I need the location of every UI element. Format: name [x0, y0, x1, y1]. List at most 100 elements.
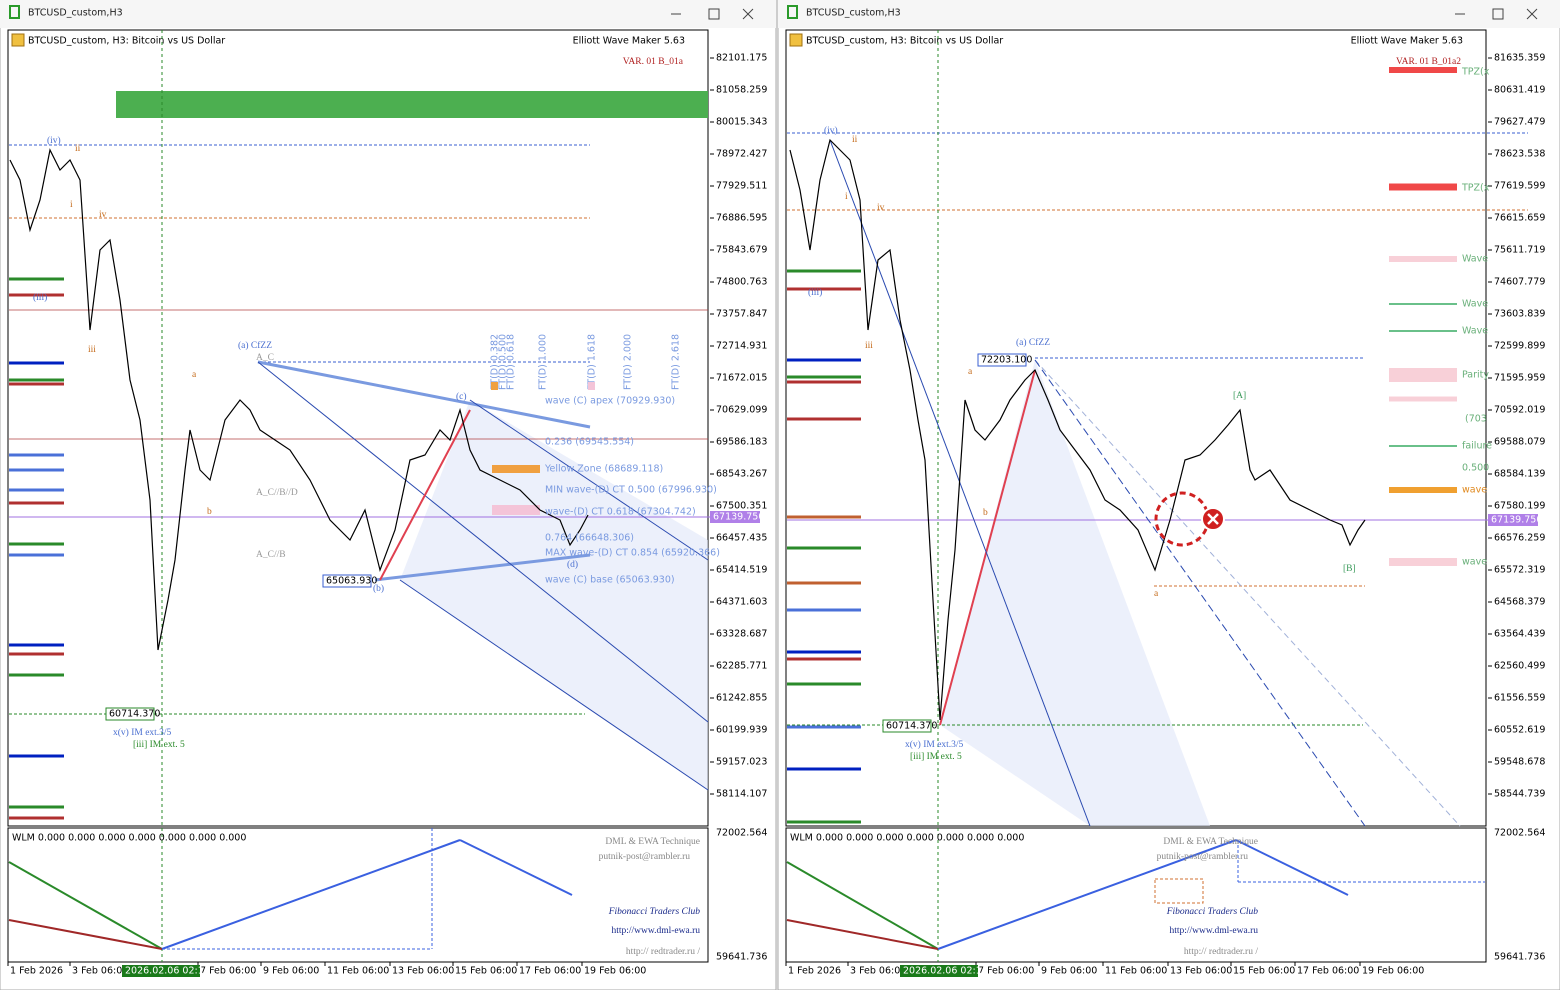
- date-label: 11 Feb 06:00: [1105, 966, 1167, 977]
- price-label: 67500.351: [716, 501, 767, 512]
- annotation: Wave: [1462, 254, 1488, 265]
- indicator-axis-top: 72002.564: [716, 828, 767, 839]
- price-label: 71672.015: [716, 373, 767, 384]
- price-box-label: 60714.370: [886, 721, 937, 732]
- annotation: b: [207, 507, 212, 517]
- line: [374, 553, 591, 582]
- title-bar: [0, 0, 776, 28]
- ft-marker: [588, 382, 595, 390]
- maximize-button[interactable]: [708, 8, 720, 20]
- date-label: 3 Feb 06:00: [850, 966, 906, 977]
- price-label: 70592.019: [1494, 405, 1545, 416]
- price-box: [882, 719, 932, 733]
- line: [399, 579, 709, 791]
- crosshair-date: 2026.02.06 02:14: [903, 966, 988, 977]
- ft-label: FT(D) 1.000: [538, 334, 549, 390]
- line: [257, 361, 709, 723]
- date-label: 1 Feb 2026: [788, 966, 841, 977]
- crosshair-date-box: [900, 965, 978, 977]
- date-label: 17 Feb 06:00: [1297, 966, 1359, 977]
- date-label: 1 Feb 2026: [10, 966, 63, 977]
- level-zone: [1389, 396, 1457, 402]
- chart-header: BTCUSD_custom, H3: Bitcoin vs US Dollar: [28, 36, 225, 47]
- annotation: i: [70, 200, 73, 210]
- annotation: TPZ(x: [1461, 183, 1490, 194]
- date-label: 15 Feb 06:00: [1233, 966, 1295, 977]
- channel: [400, 400, 708, 790]
- price-label: 80631.419: [1494, 85, 1545, 96]
- level-zone: [1389, 67, 1457, 73]
- price-path: [9, 148, 589, 651]
- price-label: 76886.595: [716, 213, 767, 224]
- annotation: (iii): [33, 292, 47, 303]
- credit-text: Fibonacci Traders Club: [1166, 907, 1259, 917]
- annotation: 0.236 (69545.554): [545, 437, 634, 448]
- price-label: 77619.599: [1494, 181, 1545, 192]
- price-label: 63564.439: [1494, 629, 1545, 640]
- annotation: A_C: [256, 353, 274, 363]
- annotation: b: [983, 508, 988, 518]
- line: [786, 861, 939, 950]
- annotation: [iii] IM ext. 5: [910, 752, 962, 762]
- ft-label: FT(D) 0.500: [498, 334, 509, 390]
- price-label: 74607.779: [1494, 277, 1545, 288]
- price-box-label: 60714.370: [109, 709, 160, 720]
- price-label: 65414.519: [716, 565, 767, 576]
- date-label: 13 Feb 06:00: [1170, 966, 1232, 977]
- annotation: a: [968, 367, 973, 377]
- window-icon: [787, 5, 798, 19]
- price-label: 63328.687: [716, 629, 767, 640]
- target-zone: [116, 91, 708, 118]
- annotation: [iii] IM ext. 5: [133, 740, 185, 750]
- date-label: 15 Feb 06:00: [455, 966, 517, 977]
- ft-label: FT(D) 2.618: [671, 334, 682, 390]
- title-bar: [778, 0, 1560, 28]
- price-label: 68543.267: [716, 469, 767, 480]
- line: [1034, 359, 1366, 827]
- line: [786, 919, 939, 950]
- price-label: 59548.678: [1494, 757, 1545, 768]
- current-price-box: [1488, 514, 1538, 526]
- close-button[interactable]: [742, 8, 754, 20]
- close-button[interactable]: [1526, 8, 1538, 20]
- line: [1034, 359, 1461, 827]
- annotation: x(v) IM ext.3/5: [905, 739, 964, 750]
- line: [1235, 839, 1349, 896]
- price-label: 78623.538: [1494, 149, 1545, 160]
- ea-name: Elliott Wave Maker 5.63: [573, 36, 685, 47]
- annotation: iii: [88, 345, 96, 355]
- indicator-axis-bottom: 59641.736: [716, 952, 767, 963]
- ft-label: FT(D) 2.000: [623, 334, 634, 390]
- line: [459, 839, 573, 896]
- indicator-label: WLM 0.000 0.000 0.000 0.000 0.000 0.000 …: [12, 833, 246, 844]
- annotation: iii: [865, 341, 873, 351]
- price-label: 67580.199: [1494, 501, 1545, 512]
- ea-name: Elliott Wave Maker 5.63: [1351, 36, 1463, 47]
- indicator-axis-top: 72002.564: [1494, 828, 1545, 839]
- annotation: (iv): [47, 135, 61, 146]
- current-price: 67139.750: [713, 512, 764, 523]
- price-label: 75843.679: [716, 245, 767, 256]
- price-label: 70629.099: [716, 405, 767, 416]
- credit-text: putnik-post@rambler.ru: [1157, 852, 1249, 862]
- annotation: iv: [877, 203, 885, 213]
- annotation: i: [845, 192, 848, 202]
- maximize-button[interactable]: [1492, 8, 1504, 20]
- ft-marker: [491, 382, 498, 390]
- icon: [742, 8, 754, 20]
- ft-label: FT(D) 0.618: [506, 334, 517, 390]
- current-price: 67139.750: [1491, 515, 1542, 526]
- price-label: 62560.499: [1494, 661, 1545, 672]
- annotation: (703: [1465, 414, 1487, 425]
- line: [379, 409, 471, 581]
- price-label: 65572.319: [1494, 565, 1545, 576]
- price-label: 79627.479: [1494, 117, 1545, 128]
- ft-label: FT(D) 0.382: [490, 334, 501, 390]
- annotation: wave-(D) CT 0.618 (67304.742): [545, 507, 696, 518]
- price-label: 69586.183: [716, 437, 767, 448]
- annotation: wave: [1462, 485, 1487, 496]
- level-zone: [1389, 183, 1457, 191]
- annotation: (d): [567, 559, 578, 570]
- credit-text: http:// redtrader.ru /: [1184, 947, 1258, 957]
